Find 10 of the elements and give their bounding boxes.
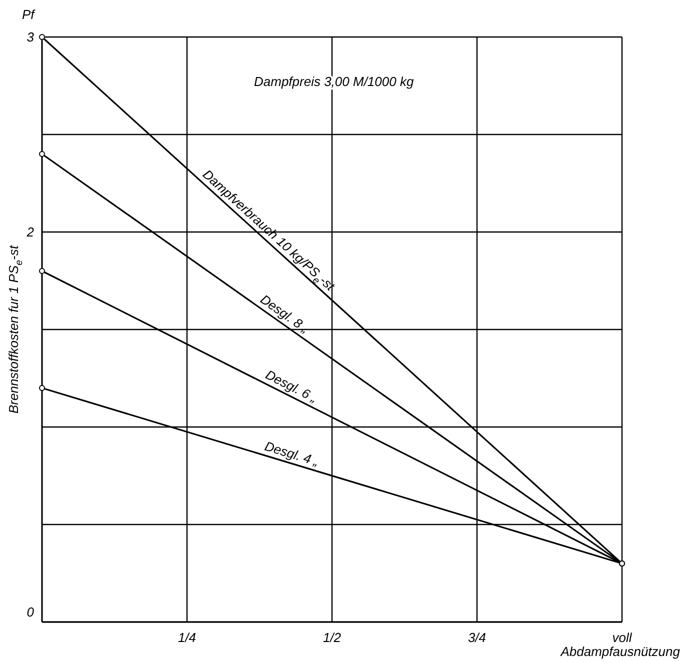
y-tick-label: 3 — [26, 30, 35, 45]
x-tick-label: 1/4 — [178, 630, 196, 645]
y-tick-label: 0 — [26, 604, 35, 620]
x-tick-label: 3/4 — [468, 630, 486, 645]
x-axis-title: Abdampfausnützung — [560, 644, 681, 659]
x-tick-label: voll — [612, 630, 633, 645]
x-tick-label: 1/2 — [322, 630, 342, 645]
text: Desgl. 4 „ — [262, 438, 321, 469]
y-tick-label: 2 — [26, 224, 35, 240]
text: Pf — [22, 7, 36, 22]
